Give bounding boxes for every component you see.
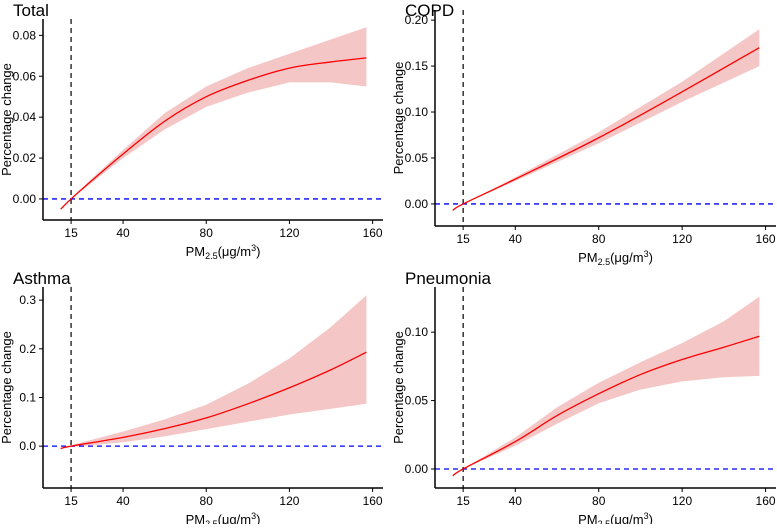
x-axis-label-part: PM xyxy=(186,512,206,524)
confidence-band xyxy=(452,296,760,476)
panel-title: COPD xyxy=(405,1,454,20)
y-axis-label: Percentage change xyxy=(0,331,14,444)
x-axis-label-part: (μg/m xyxy=(610,250,644,265)
x-axis-label: PM2.5(μg/m3) xyxy=(578,511,653,524)
panel-asthma: 0.0 0.1 0.2 0.3 15 40 80 120 160 Asthma Percentage… xyxy=(0,269,383,529)
x-tick-label: 40 xyxy=(116,226,130,240)
x-axis-label-part: (μg/m xyxy=(610,512,644,524)
x-axis-label-part: (μg/m xyxy=(218,244,252,259)
x-axis-label-part: PM xyxy=(578,512,598,524)
x-tick-label: 160 xyxy=(756,494,776,508)
panel-total: 0.00 0.02 0.04 0.06 0.08 15 40 80 120 160 Total Per… xyxy=(0,1,383,261)
x-tick-label: 120 xyxy=(279,494,299,508)
x-axis-label-part: 3 xyxy=(251,243,256,253)
x-axis-label: PM2.5(μg/m3) xyxy=(186,243,261,261)
x-axis-label-part: 3 xyxy=(644,249,649,259)
y-tick-label: 0.3 xyxy=(19,293,36,307)
y-tick-label: 0.06 xyxy=(13,69,37,83)
panel-pneumonia: 0.00 0.05 0.10 15 40 80 120 160 Pneumonia Percent… xyxy=(391,269,776,529)
panel-copd: 0.00 0.05 0.10 0.15 0.20 15 40 80 120 160 COPD Perc… xyxy=(391,1,776,267)
x-axis-label-part: ) xyxy=(649,250,653,265)
y-tick-label: 0.15 xyxy=(405,59,429,73)
confidence-band xyxy=(452,29,760,211)
y-tick-label: 0.08 xyxy=(13,28,37,42)
y-tick-label: 0.05 xyxy=(405,151,429,165)
x-axis-label-part: (μg/m xyxy=(218,512,252,524)
y-tick-label: 0.00 xyxy=(405,197,429,211)
x-tick-label: 160 xyxy=(363,226,383,240)
y-tick-label: 0.00 xyxy=(13,192,37,206)
x-tick-label: 160 xyxy=(363,494,383,508)
y-tick-label: 0.1 xyxy=(19,390,36,404)
estimate-line xyxy=(60,351,367,450)
y-axis-label: Percentage change xyxy=(391,62,406,175)
x-axis-label-part: 2.5 xyxy=(598,257,611,267)
x-tick-label: 80 xyxy=(200,226,214,240)
y-tick-label: 0.02 xyxy=(13,151,37,165)
estimate-line xyxy=(452,47,760,211)
x-axis-label: PM2.5(μg/m3) xyxy=(578,249,653,267)
y-axis-label: Percentage change xyxy=(0,63,14,176)
x-axis-label-part: 2.5 xyxy=(205,519,218,524)
x-tick-label: 80 xyxy=(200,494,214,508)
x-tick-label: 15 xyxy=(64,226,78,240)
x-axis-label-part: PM xyxy=(186,244,206,259)
x-tick-label: 80 xyxy=(592,494,606,508)
y-tick-label: 0.10 xyxy=(405,105,429,119)
estimate-line xyxy=(452,335,760,477)
x-tick-label: 15 xyxy=(64,494,78,508)
confidence-band xyxy=(60,295,367,450)
y-tick-label: 0.0 xyxy=(19,439,36,453)
x-axis-label-part: PM xyxy=(578,250,598,265)
y-tick-label: 0.00 xyxy=(405,462,429,476)
panel-title: Asthma xyxy=(13,269,71,288)
estimate-line xyxy=(60,57,367,210)
x-tick-label: 120 xyxy=(672,232,692,246)
x-axis-label-part: 3 xyxy=(644,511,649,521)
x-tick-label: 80 xyxy=(592,232,606,246)
confidence-band xyxy=(60,27,367,210)
y-tick-label: 0.04 xyxy=(13,110,37,124)
y-tick-label: 0.2 xyxy=(19,342,36,356)
x-tick-label: 160 xyxy=(756,232,776,246)
panel-title: Total xyxy=(13,1,49,20)
x-axis-label-part: ) xyxy=(649,512,653,524)
x-tick-label: 15 xyxy=(456,232,470,246)
x-axis-label-part: 2.5 xyxy=(205,251,218,261)
y-tick-label: 0.05 xyxy=(405,394,429,408)
panel-title: Pneumonia xyxy=(405,269,492,288)
x-tick-label: 40 xyxy=(509,232,523,246)
x-tick-label: 15 xyxy=(456,494,470,508)
x-tick-label: 40 xyxy=(116,494,130,508)
y-axis-label: Percentage change xyxy=(391,331,406,444)
x-tick-label: 120 xyxy=(279,226,299,240)
x-axis-label-part: 3 xyxy=(251,511,256,521)
x-axis-label-part: ) xyxy=(256,512,260,524)
y-tick-label: 0.10 xyxy=(405,325,429,339)
x-tick-label: 40 xyxy=(509,494,523,508)
x-axis-label-part: 2.5 xyxy=(598,519,611,524)
y-tick-label: 0.20 xyxy=(405,13,429,27)
x-axis-label-part: ) xyxy=(256,244,260,259)
x-axis-label: PM2.5(μg/m3) xyxy=(186,511,261,524)
x-tick-label: 120 xyxy=(672,494,692,508)
